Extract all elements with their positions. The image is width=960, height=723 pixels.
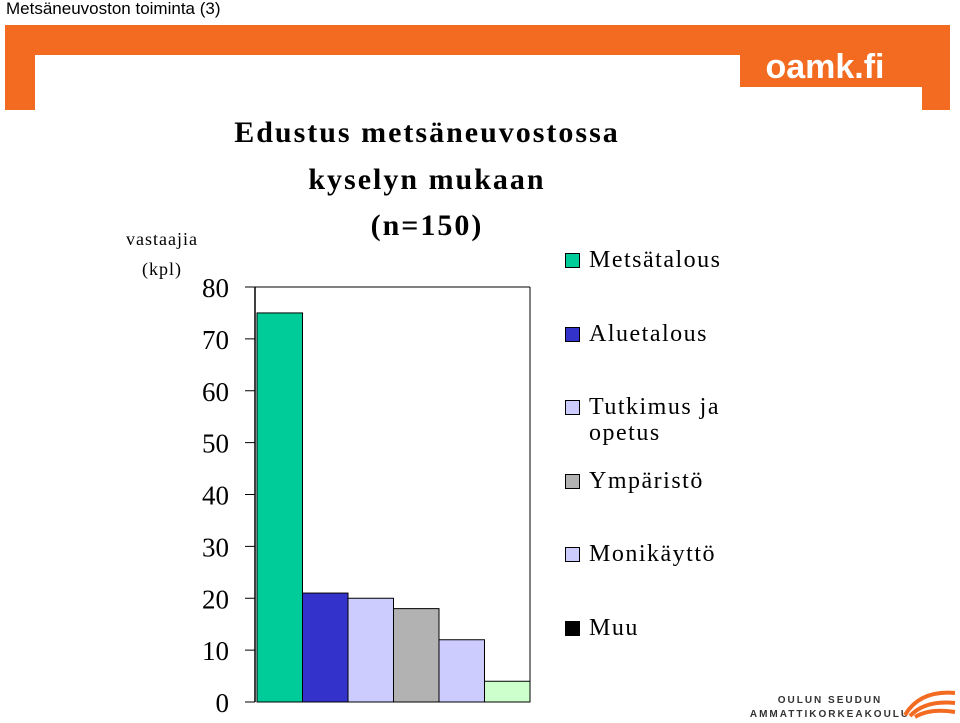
legend-entry: Muu <box>565 615 755 641</box>
bar <box>438 639 485 703</box>
legend-label: Aluetalous <box>589 320 708 347</box>
legend-label: Metsätalous <box>589 247 722 273</box>
bar <box>256 312 303 703</box>
y-tick-label: 80 <box>202 273 229 303</box>
bar <box>393 608 440 703</box>
logo-text: OULUN SEUDUN <box>778 695 883 706</box>
chart-title: (n=150) <box>371 209 484 242</box>
legend-label: Tutkimus ja opetus <box>589 394 720 446</box>
y-tick-label: 0 <box>216 688 230 718</box>
legend-swatch <box>565 400 580 415</box>
y-tick-label: 30 <box>202 532 229 562</box>
brand-block <box>740 25 922 87</box>
legend-entry: Ympäristö <box>565 468 755 494</box>
y-axis-label: vastaajia <box>126 229 198 249</box>
y-tick-label: 50 <box>202 429 229 459</box>
legend-swatch <box>565 326 580 342</box>
header-strip <box>5 25 35 110</box>
logo-icon <box>903 690 956 719</box>
legend-swatch <box>565 547 580 562</box>
legend-label: Ympäristö <box>589 467 704 494</box>
legend-entry: Monikäyttö <box>565 541 755 567</box>
y-axis-label: (kpl) <box>142 259 182 280</box>
bar <box>347 597 394 703</box>
legend-swatch <box>565 253 580 268</box>
legend-entry: Metsätalous <box>565 247 755 273</box>
legend-swatch <box>565 473 580 489</box>
chart-title: Edustus metsäneuvostossa <box>234 116 620 149</box>
legend-swatch <box>565 620 580 636</box>
window-title: Metsäneuvoston toiminta (3) <box>6 0 221 18</box>
header-strip-right <box>922 55 950 110</box>
y-tick-label: 10 <box>202 636 229 666</box>
brand: oamk.fi <box>765 48 884 86</box>
y-tick-label: 20 <box>202 584 229 614</box>
legend-label: Monikäyttö <box>589 541 716 567</box>
chart-title: kyselyn mukaan <box>308 163 545 196</box>
y-tick-label: 70 <box>202 325 229 355</box>
y-tick-label: 60 <box>202 377 229 407</box>
bar <box>302 592 349 703</box>
logo-text: AMMATTIKORKEAKOULU <box>750 709 910 720</box>
y-tick-label: 40 <box>202 481 229 511</box>
bar <box>484 680 531 703</box>
legend-entry: Tutkimus ja opetus <box>565 394 755 446</box>
legend-entry: Aluetalous <box>565 321 755 347</box>
legend-label: Muu <box>589 614 639 641</box>
